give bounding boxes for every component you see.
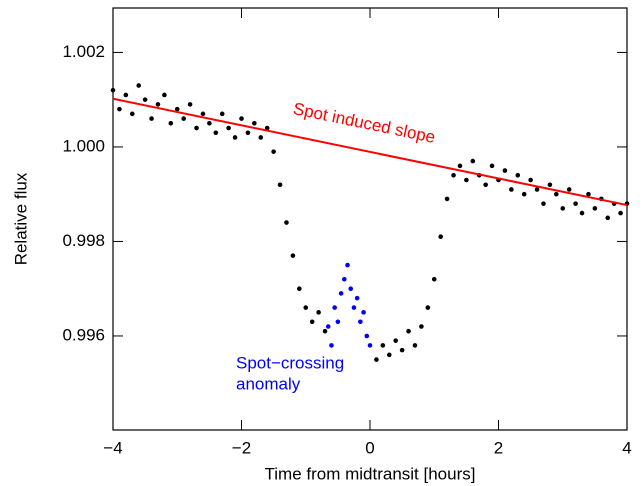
data-point — [194, 125, 199, 131]
data-point — [245, 130, 251, 136]
x-tick-label: −2 — [232, 438, 251, 457]
data-point — [470, 158, 476, 164]
annotation: anomaly — [236, 374, 301, 393]
data-point — [239, 116, 244, 121]
data-point — [367, 343, 373, 348]
data-point — [213, 130, 219, 136]
data-point — [325, 324, 331, 329]
plot-frame — [112, 7, 628, 431]
data-point — [592, 206, 598, 211]
data-point — [374, 357, 379, 362]
annotation: Spot−crossing — [236, 353, 344, 372]
x-axis-label: Time from midtransit [hours] — [265, 464, 476, 483]
data-point — [566, 187, 572, 192]
data-point — [361, 310, 366, 315]
data-point — [399, 347, 405, 353]
data-point — [425, 305, 431, 310]
data-point — [444, 196, 450, 202]
data-point — [271, 149, 276, 154]
data-point — [264, 125, 270, 131]
data-point — [303, 305, 309, 310]
data-point — [483, 182, 488, 188]
data-point — [187, 102, 193, 107]
data-point — [573, 201, 578, 206]
data-point — [605, 215, 611, 221]
data-point — [345, 262, 350, 268]
data-point — [232, 135, 238, 140]
y-tick-label: 0.996 — [62, 325, 105, 344]
y-tick-label: 1.002 — [62, 42, 105, 61]
data-point — [123, 92, 129, 98]
data-point — [207, 121, 212, 126]
data-point — [515, 172, 521, 178]
data-point — [309, 319, 315, 325]
data-point — [464, 177, 469, 183]
data-point — [162, 92, 167, 98]
data-point — [364, 333, 370, 339]
data-point — [322, 328, 328, 334]
data-point — [354, 295, 360, 301]
data-point — [521, 191, 527, 197]
data-point — [509, 187, 514, 192]
data-point — [412, 343, 418, 348]
data-point — [219, 111, 225, 117]
data-point — [258, 135, 264, 140]
data-point — [438, 234, 443, 240]
data-point — [129, 111, 135, 117]
data-point — [149, 116, 154, 121]
data-point — [579, 210, 585, 216]
data-point — [534, 187, 540, 192]
data-point — [451, 172, 456, 178]
data-point — [316, 310, 321, 315]
data-point — [277, 182, 283, 188]
data-point — [226, 125, 231, 131]
data-point — [136, 83, 141, 88]
data-point — [560, 206, 566, 211]
data-point — [547, 182, 553, 188]
x-tick-label: −4 — [103, 438, 122, 457]
data-point — [252, 121, 257, 126]
data-point — [110, 87, 116, 93]
data-point — [586, 191, 591, 197]
data-point — [393, 338, 399, 343]
data-point — [181, 116, 186, 121]
data-point — [200, 111, 206, 117]
y-axis-label: Relative flux — [11, 172, 30, 265]
data-point — [332, 305, 337, 310]
data-point — [386, 352, 392, 358]
data-point — [358, 319, 363, 325]
data-point — [348, 286, 354, 292]
data-point — [618, 210, 623, 216]
data-point — [174, 106, 180, 112]
y-tick-label: 0.998 — [62, 231, 105, 250]
data-point — [406, 328, 411, 334]
data-point — [155, 102, 161, 107]
data-point — [351, 305, 357, 310]
data-point — [284, 220, 289, 225]
data-point — [431, 276, 437, 282]
x-tick-label: 4 — [622, 438, 631, 457]
x-tick-label: 2 — [494, 438, 503, 457]
data-point — [290, 253, 296, 258]
data-point — [117, 106, 122, 112]
data-point — [541, 201, 546, 206]
data-point — [554, 191, 559, 197]
data-point — [168, 121, 174, 126]
data-point — [528, 177, 533, 183]
data-point — [457, 163, 463, 169]
data-point — [502, 168, 508, 173]
y-tick-label: 1.000 — [62, 136, 105, 155]
data-point — [489, 163, 495, 169]
data-point — [297, 286, 302, 292]
data-point — [338, 291, 344, 296]
data-point — [419, 324, 424, 329]
data-point — [380, 343, 386, 348]
data-point — [142, 97, 148, 102]
x-tick-label: 0 — [365, 438, 374, 457]
data-point — [342, 276, 347, 282]
data-point — [335, 319, 341, 325]
data-point — [329, 343, 334, 348]
trend-line — [112, 97, 628, 207]
